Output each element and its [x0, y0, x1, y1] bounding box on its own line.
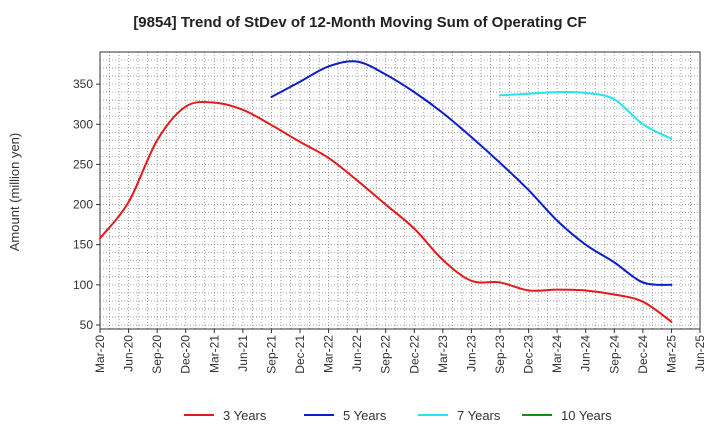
legend-label-7-years: 7 Years	[457, 408, 501, 423]
x-tick-label: Jun-22	[350, 335, 364, 372]
y-tick-label: 350	[73, 77, 93, 91]
y-tick-label: 100	[73, 278, 93, 292]
x-tick-label: Dec-20	[179, 335, 193, 374]
x-tick-label: Jun-21	[236, 335, 250, 372]
plot-area	[99, 51, 701, 330]
y-tick-label: 250	[73, 157, 93, 171]
legend-label-10-years: 10 Years	[561, 408, 612, 423]
y-tick-label: 300	[73, 117, 93, 131]
series-line-3-years	[99, 100, 673, 323]
y-tick-label: 50	[80, 318, 94, 332]
y-tick-label: 200	[73, 198, 93, 212]
x-tick-label: Sep-20	[150, 335, 164, 374]
y-tick-label: 150	[73, 238, 93, 252]
x-tick-label: Jun-20	[122, 335, 136, 372]
x-tick-label: Mar-21	[207, 335, 221, 373]
x-tick-label: Jun-25	[693, 335, 707, 372]
legend-label-3-years: 3 Years	[223, 408, 267, 423]
x-tick-label: Dec-21	[293, 335, 307, 374]
legend: 3 Years 5 Years 7 Years 10 Years	[184, 408, 612, 423]
y-axis-label: Amount (million yen)	[7, 133, 22, 252]
x-tick-label: Mar-22	[322, 335, 336, 373]
x-tick-label: Sep-23	[493, 335, 507, 374]
x-tick-label: Mar-24	[550, 335, 564, 373]
series-line-7-years	[499, 91, 673, 140]
x-tick-label: Sep-22	[379, 335, 393, 374]
series-line-5-years	[270, 60, 673, 286]
x-tick-label: Jun-23	[464, 335, 478, 372]
x-tick-label: Mar-20	[93, 335, 107, 373]
x-tick-label: Jun-24	[579, 335, 593, 372]
legend-label-5-years: 5 Years	[343, 408, 387, 423]
x-tick-label: Sep-24	[607, 335, 621, 374]
x-tick-label: Dec-22	[407, 335, 421, 374]
x-tick-label: Sep-21	[264, 335, 278, 374]
x-tick-label: Mar-25	[664, 335, 678, 373]
chart-title: [9854] Trend of StDev of 12-Month Moving…	[133, 14, 587, 31]
x-tick-label: Mar-23	[436, 335, 450, 373]
x-tick-label: Dec-24	[636, 335, 650, 374]
x-tick-label: Dec-23	[522, 335, 536, 374]
